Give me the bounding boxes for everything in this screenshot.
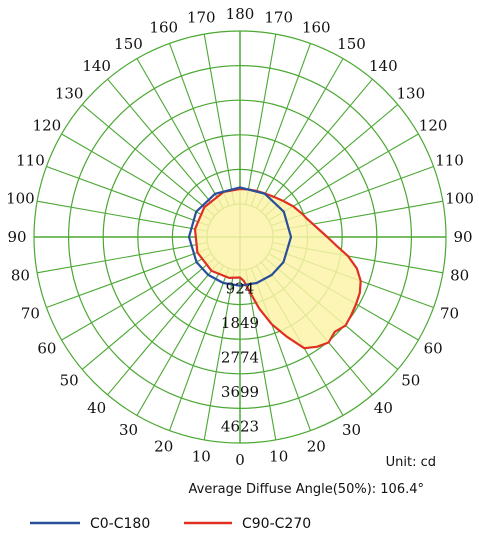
angle-tick-label: 130 bbox=[55, 85, 84, 103]
grid-spoke bbox=[136, 58, 224, 209]
angle-tick-label: 10 bbox=[269, 448, 288, 466]
grid-spoke bbox=[250, 43, 311, 207]
angle-tick-label: 80 bbox=[11, 267, 30, 285]
angle-tick-label: 160 bbox=[149, 18, 178, 36]
radial-tick-label: 1849 bbox=[221, 314, 259, 332]
average-diffuse-angle-label: Average Diffuse Angle(50%): 106.4° bbox=[189, 482, 425, 497]
angle-tick-label: 150 bbox=[337, 35, 366, 53]
grid-spoke bbox=[136, 265, 224, 416]
grid-spoke bbox=[107, 78, 220, 213]
unit-label: Unit: cd bbox=[386, 455, 436, 470]
angle-tick-label: 40 bbox=[374, 399, 393, 417]
legend-label-c90-c270: C90-C270 bbox=[242, 516, 311, 532]
grid-spoke bbox=[169, 267, 230, 431]
grid-spoke bbox=[203, 34, 235, 205]
grid-spoke bbox=[61, 133, 212, 221]
angle-tick-label: 70 bbox=[440, 304, 459, 322]
angle-tick-label: 120 bbox=[419, 117, 448, 135]
radial-tick-label: 924 bbox=[226, 279, 255, 297]
angle-tick-label: 0 bbox=[235, 451, 245, 469]
angle-tick-label: 20 bbox=[307, 438, 326, 456]
angle-tick-label: 10 bbox=[192, 448, 211, 466]
grid-spoke bbox=[203, 269, 235, 440]
angle-tick-label: 150 bbox=[114, 35, 143, 53]
grid-spoke bbox=[264, 104, 399, 217]
angle-tick-label: 80 bbox=[450, 267, 469, 285]
grid-spoke bbox=[107, 261, 220, 396]
angle-tick-label: 130 bbox=[397, 85, 426, 103]
grid-spoke bbox=[37, 200, 208, 232]
grid-spoke bbox=[61, 253, 212, 341]
angle-tick-label: 30 bbox=[342, 421, 361, 439]
angle-tick-label: 140 bbox=[82, 57, 111, 75]
series-group bbox=[187, 186, 362, 350]
angle-tick-label: 70 bbox=[21, 304, 40, 322]
angle-tick-label: 170 bbox=[187, 8, 216, 26]
grid-spoke bbox=[81, 104, 216, 217]
angle-tick-label: 40 bbox=[87, 399, 106, 417]
grid-spoke bbox=[81, 257, 216, 370]
angle-tick-label: 60 bbox=[424, 340, 443, 358]
radial-tick-label: 3699 bbox=[221, 383, 259, 401]
radial-tick-labels: 924 1849 2774 3699 4623 bbox=[221, 279, 259, 435]
radial-tick-label: 2774 bbox=[221, 349, 259, 367]
grid-spoke bbox=[37, 242, 208, 274]
angle-tick-label: 170 bbox=[264, 8, 293, 26]
grid-spoke bbox=[46, 166, 210, 227]
angle-tick-label: 160 bbox=[302, 18, 331, 36]
angle-tick-label: 120 bbox=[33, 117, 62, 135]
angle-tick-label: 100 bbox=[6, 189, 35, 207]
angle-tick-labels: 0102030405060708090100110120130140150160… bbox=[6, 5, 474, 469]
angle-tick-label: 90 bbox=[7, 228, 26, 246]
angle-tick-label: 110 bbox=[16, 152, 45, 170]
angle-tick-label: 100 bbox=[445, 189, 474, 207]
angle-tick-label: 50 bbox=[401, 371, 420, 389]
angle-tick-label: 110 bbox=[435, 152, 464, 170]
legend-label-c0-c180: C0-C180 bbox=[90, 516, 150, 532]
angle-tick-label: 20 bbox=[154, 438, 173, 456]
series-line-c0-c180 bbox=[187, 186, 293, 287]
angle-tick-label: 180 bbox=[226, 5, 255, 23]
angle-tick-label: 30 bbox=[119, 421, 138, 439]
grid-spoke bbox=[256, 58, 344, 209]
angle-tick-label: 50 bbox=[60, 371, 79, 389]
legend: C0-C180 C90-C270 bbox=[30, 516, 311, 532]
grid-spoke bbox=[260, 78, 373, 213]
grid-spoke bbox=[245, 34, 277, 205]
angle-tick-label: 90 bbox=[453, 228, 472, 246]
angle-tick-label: 60 bbox=[37, 340, 56, 358]
angle-tick-label: 140 bbox=[369, 57, 398, 75]
grid-spoke bbox=[245, 269, 277, 440]
grid-spoke bbox=[169, 43, 230, 207]
grid-spoke bbox=[46, 247, 210, 308]
radial-tick-label: 4623 bbox=[221, 418, 259, 436]
